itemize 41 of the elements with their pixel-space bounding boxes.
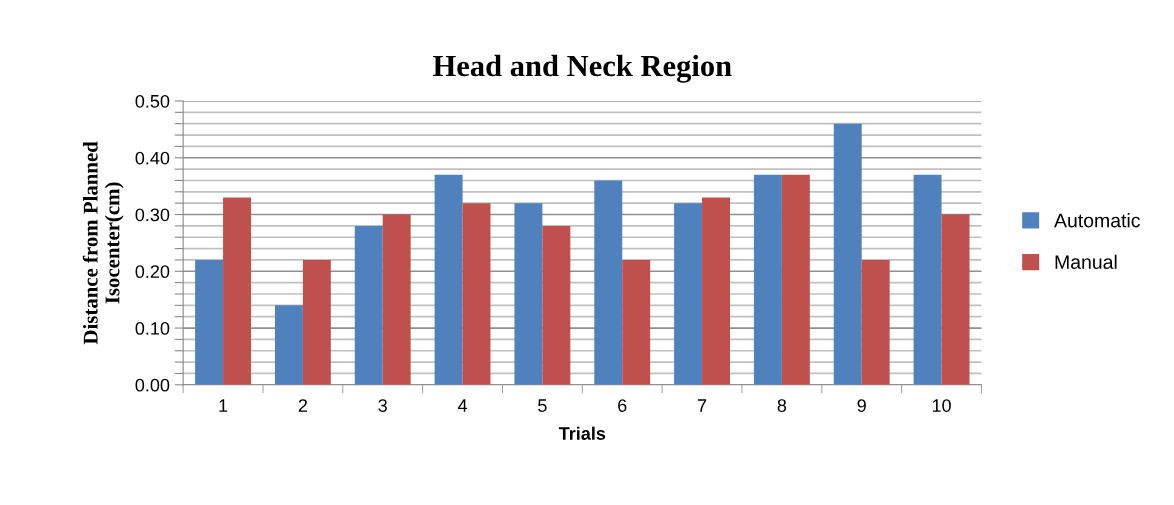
bar bbox=[833, 123, 862, 385]
y-tick-label: 0.30 bbox=[135, 208, 170, 222]
x-tick-label: 6 bbox=[618, 399, 627, 412]
bar bbox=[941, 214, 970, 385]
bar bbox=[434, 174, 463, 385]
bar bbox=[674, 203, 703, 385]
y-tick-label: 0.40 bbox=[135, 151, 170, 165]
y-axis-title: Distance from Planned Isocenter(cm) bbox=[82, 141, 124, 345]
x-tick-label: 10 bbox=[932, 399, 951, 412]
bar bbox=[302, 259, 331, 385]
x-tick-label: 4 bbox=[457, 399, 468, 412]
bar bbox=[223, 197, 251, 385]
bar bbox=[913, 174, 942, 385]
y-tick-label: 0.50 bbox=[135, 94, 170, 108]
bar bbox=[622, 259, 651, 385]
bar bbox=[274, 305, 303, 385]
x-tick-label: 9 bbox=[857, 399, 866, 412]
x-tick-label: 7 bbox=[697, 399, 707, 412]
bar bbox=[594, 180, 623, 385]
bar bbox=[781, 174, 810, 385]
legend-label: Manual bbox=[1055, 254, 1117, 269]
bar bbox=[382, 214, 411, 385]
bar bbox=[702, 197, 730, 385]
x-tick-label: 2 bbox=[298, 399, 308, 412]
bar bbox=[195, 259, 224, 385]
x-tick-label: 8 bbox=[777, 399, 787, 412]
x-tick-label: 3 bbox=[378, 399, 387, 412]
y-tick-label: 0.10 bbox=[135, 321, 170, 335]
bar bbox=[542, 225, 571, 385]
bar bbox=[514, 203, 543, 385]
bar bbox=[462, 203, 491, 385]
x-tick-label: 5 bbox=[538, 399, 547, 412]
y-tick-label: 0.20 bbox=[135, 265, 170, 279]
x-axis-title: Trials bbox=[558, 426, 606, 440]
y-tick-label: 0.00 bbox=[135, 378, 170, 392]
bar bbox=[753, 174, 782, 385]
bar bbox=[354, 225, 383, 385]
chart-title: Head and Neck Region bbox=[433, 54, 732, 83]
bar bbox=[861, 259, 890, 385]
x-tick-label: 1 bbox=[219, 399, 228, 412]
legend-label: Automatic bbox=[1054, 213, 1140, 228]
